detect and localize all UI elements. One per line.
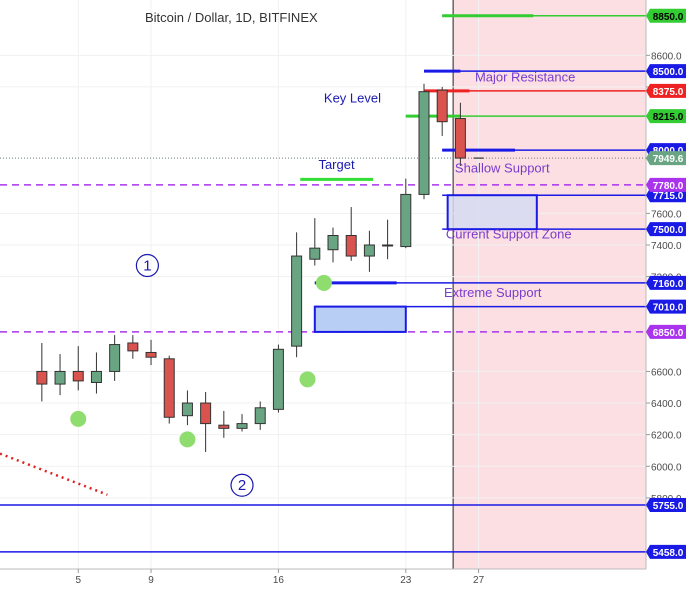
y-tick-label: 8600.0 [651, 51, 682, 62]
level-price-tag-text: 7715.0 [653, 191, 684, 202]
candle-body [36, 370, 48, 385]
level-price-tag-bg [646, 109, 686, 124]
annotation-label: Major Resistance [475, 69, 575, 84]
level-price-tag-text: 7160.0 [653, 279, 684, 290]
circled-number-label: 2 [238, 477, 246, 494]
circled-number-label: 1 [143, 258, 151, 275]
x-tick-label: 16 [273, 575, 285, 586]
forecast-zone [453, 0, 646, 569]
candle-body [181, 402, 193, 417]
support-zone-box [446, 194, 538, 231]
candle-body [72, 370, 84, 382]
level-price-tag-bg [646, 83, 686, 98]
candle-body [363, 244, 375, 257]
candle-body [90, 370, 102, 383]
circled-number [230, 473, 254, 497]
markers-layer [70, 274, 332, 448]
level-price-tag-bg [646, 64, 686, 79]
annotation-label: Target [318, 157, 355, 172]
candle-body [382, 244, 394, 247]
annotation-label: Current Support Zone [446, 227, 572, 242]
support-zone-box [313, 305, 407, 333]
chart-title: Bitcoin / Dollar, 1D, BITFINEX [145, 10, 318, 25]
signal-marker [315, 274, 332, 291]
forecast-zone-layer [452, 0, 646, 569]
x-tick-label: 27 [473, 575, 485, 586]
levels-layer [0, 14, 646, 553]
candle-body [200, 402, 212, 425]
level-price-tag-bg [646, 222, 686, 237]
level-price-tag-bg [646, 8, 686, 23]
candle-body [400, 193, 412, 248]
candle-body [145, 351, 157, 358]
candle-body [272, 348, 284, 410]
grid-layer [0, 0, 646, 569]
y-tick-label: 6600.0 [651, 367, 682, 378]
y-tick-label: 6000.0 [651, 462, 682, 473]
current-price-tag-text: 7949.6 [653, 154, 684, 165]
current-price-tag-bg [646, 151, 686, 166]
signal-marker [299, 371, 316, 388]
level-price-tag-text: 5755.0 [653, 501, 684, 512]
signal-marker [179, 431, 196, 448]
level-price-tag-text: 8500.0 [653, 67, 684, 78]
y-tick-label: 6200.0 [651, 431, 682, 442]
x-tick-label: 23 [400, 575, 412, 586]
candle-body [454, 118, 466, 159]
candle-body [218, 424, 230, 429]
level-price-tag-bg [646, 544, 686, 559]
candle-body [436, 89, 448, 123]
level-price-tag-text: 8375.0 [653, 87, 684, 98]
x-tick-label: 9 [148, 575, 154, 586]
candle-body [327, 235, 339, 251]
dashed-price-tag-text: 7780.0 [653, 181, 684, 192]
level-price-tag-bg [646, 497, 686, 512]
dashed-price-tag-text: 6850.0 [653, 328, 684, 339]
level-price-tag-text: 5458.0 [653, 548, 684, 559]
candle-body [254, 407, 266, 425]
candle-body [109, 344, 121, 372]
circled-number [135, 253, 159, 278]
level-price-tag-bg [646, 275, 686, 290]
candle-body [345, 235, 357, 257]
x-tick-label: 5 [75, 575, 81, 586]
candle-body [127, 342, 139, 352]
dashed-price-tag-bg [646, 177, 686, 192]
level-price-tag-text: 8215.0 [653, 112, 684, 123]
level-price-tag-text: 8850.0 [653, 12, 684, 23]
price-tags-layer: 8850.08500.08375.08215.08000.07715.07500… [646, 8, 686, 559]
candle-body [163, 358, 175, 418]
candle-body [309, 247, 321, 260]
candle-body [54, 370, 66, 385]
annotation-label: Key Level [324, 91, 381, 106]
candles-layer [36, 83, 484, 453]
level-price-tag-bg [646, 299, 686, 314]
dotted-trendline [0, 452, 108, 496]
level-price-tag-text: 7010.0 [653, 303, 684, 314]
y-tick-label: 7600.0 [651, 209, 682, 220]
candle-body [291, 255, 303, 347]
level-price-tag-text: 7500.0 [653, 225, 684, 236]
y-tick-label: 7400.0 [651, 241, 682, 252]
zones-layer [313, 194, 538, 333]
annotation-label: Extreme Support [444, 285, 542, 300]
y-tick-label: 6400.0 [651, 399, 682, 410]
candle-body [236, 423, 248, 429]
annotations-layer: 1 2 Major Resistance Key Level Target Shallow… [135, 69, 575, 497]
dashed-price-tag-bg [646, 324, 686, 339]
candle-body [418, 91, 430, 195]
signal-marker [70, 410, 87, 427]
annotation-label: Shallow Support [455, 160, 550, 175]
